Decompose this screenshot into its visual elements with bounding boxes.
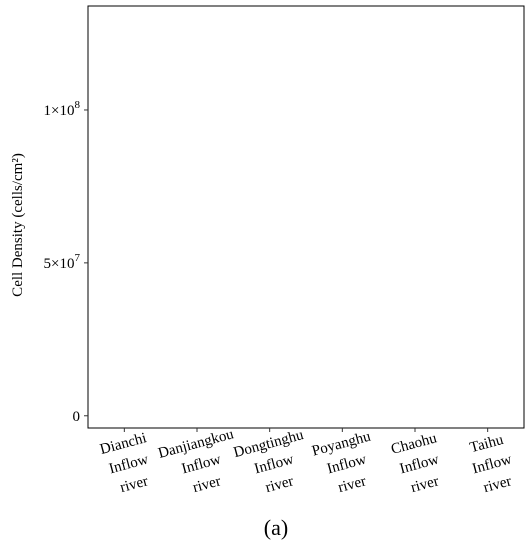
x-tick-label-line: river [118, 473, 150, 496]
x-tick-label-line: river [336, 473, 368, 496]
x-tick-label-line: river [264, 473, 296, 496]
axes: 0 5×107 1×108 DianchiInflowriverDanjiangkou… [44, 5, 525, 497]
x-tick-label-line: river [482, 473, 514, 496]
y-tick-label: 5×107 [44, 252, 81, 272]
plot-panel-border [87, 5, 525, 429]
panel-label: (a) [264, 515, 288, 540]
x-tick-label-line: river [409, 473, 441, 496]
y-axis-label: Cell Density (cells/cm²) [10, 153, 26, 297]
x-tick-label-line: Taihu [468, 432, 505, 456]
x-tick-label-line: river [191, 473, 223, 496]
y-tick-label: 0 [73, 409, 81, 425]
x-tick-label-line: Dongtinghu [232, 427, 306, 461]
y-tick-label: 1×108 [44, 99, 81, 119]
